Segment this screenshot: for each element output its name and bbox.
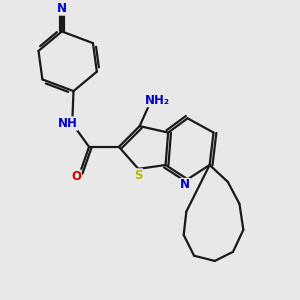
- Text: S: S: [134, 169, 142, 182]
- Text: N: N: [180, 178, 190, 191]
- Text: NH: NH: [58, 117, 77, 130]
- Text: N: N: [57, 2, 67, 15]
- Text: NH₂: NH₂: [145, 94, 169, 107]
- Text: O: O: [71, 170, 81, 183]
